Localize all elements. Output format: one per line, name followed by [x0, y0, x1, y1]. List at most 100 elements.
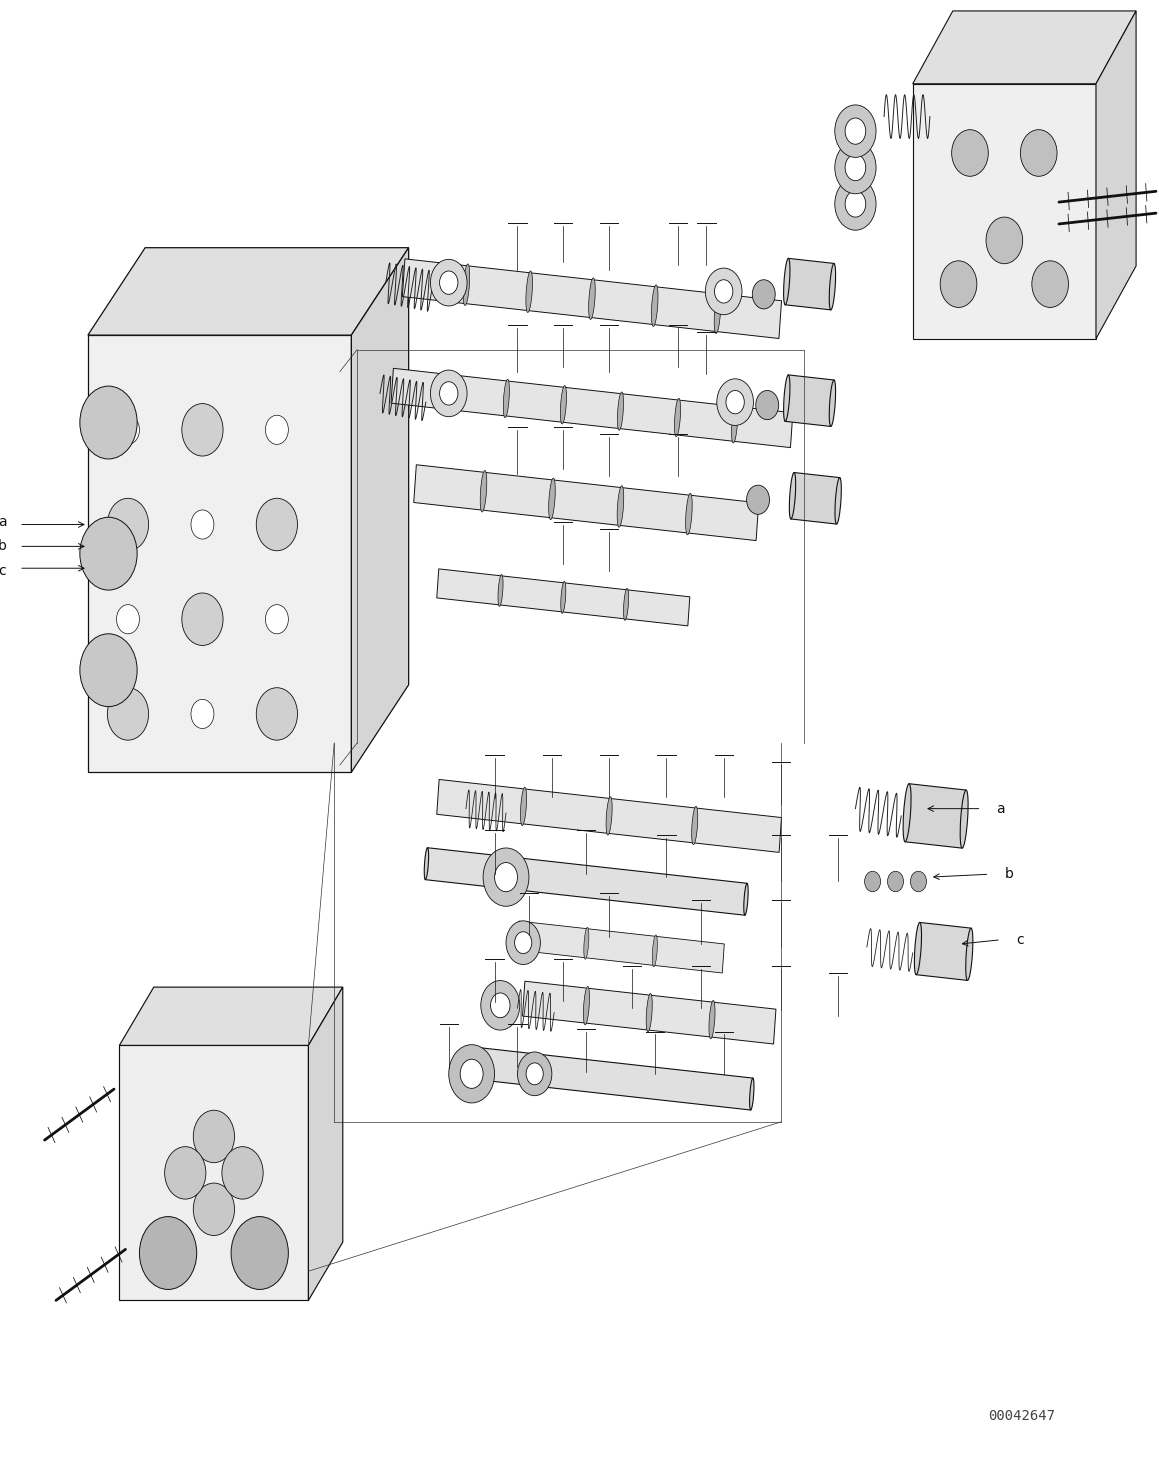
Circle shape	[439, 271, 458, 294]
Circle shape	[256, 498, 298, 551]
Ellipse shape	[503, 379, 510, 418]
Circle shape	[182, 593, 223, 645]
Polygon shape	[517, 921, 724, 973]
Ellipse shape	[829, 264, 836, 310]
Ellipse shape	[647, 994, 653, 1032]
Circle shape	[911, 871, 926, 892]
Circle shape	[108, 688, 148, 740]
Polygon shape	[308, 988, 343, 1300]
Polygon shape	[905, 784, 967, 848]
Polygon shape	[88, 248, 409, 335]
Ellipse shape	[686, 494, 692, 535]
Circle shape	[706, 268, 742, 315]
Circle shape	[834, 178, 876, 230]
Circle shape	[834, 105, 876, 157]
Polygon shape	[402, 259, 781, 338]
Text: b: b	[1005, 867, 1013, 881]
Polygon shape	[790, 472, 840, 525]
Circle shape	[986, 217, 1022, 264]
Circle shape	[139, 1217, 197, 1289]
Ellipse shape	[480, 471, 487, 511]
Polygon shape	[437, 779, 781, 852]
Ellipse shape	[744, 883, 749, 915]
Ellipse shape	[965, 928, 972, 981]
Circle shape	[430, 259, 467, 306]
Text: 00042647: 00042647	[987, 1409, 1055, 1423]
Circle shape	[756, 390, 779, 420]
Circle shape	[495, 863, 517, 892]
Circle shape	[221, 1147, 263, 1199]
Circle shape	[845, 118, 866, 144]
Text: c: c	[1015, 932, 1023, 947]
Circle shape	[490, 994, 510, 1017]
Ellipse shape	[617, 485, 624, 527]
Circle shape	[952, 130, 989, 176]
Ellipse shape	[584, 927, 589, 959]
Circle shape	[265, 415, 289, 444]
Circle shape	[439, 382, 458, 405]
Ellipse shape	[606, 797, 612, 835]
Ellipse shape	[750, 1078, 755, 1110]
Circle shape	[940, 261, 977, 307]
Polygon shape	[1096, 12, 1136, 339]
Ellipse shape	[709, 1001, 715, 1039]
Circle shape	[888, 871, 904, 892]
Circle shape	[231, 1217, 289, 1289]
Polygon shape	[119, 988, 343, 1046]
Ellipse shape	[446, 373, 452, 411]
Circle shape	[716, 379, 753, 425]
Polygon shape	[351, 248, 409, 772]
Ellipse shape	[464, 264, 469, 306]
Ellipse shape	[789, 472, 796, 519]
Ellipse shape	[960, 790, 968, 848]
Circle shape	[265, 605, 289, 634]
Ellipse shape	[829, 380, 836, 427]
Polygon shape	[916, 922, 971, 981]
Ellipse shape	[589, 278, 596, 319]
Circle shape	[845, 191, 866, 217]
Circle shape	[506, 921, 540, 965]
Circle shape	[515, 932, 532, 954]
Text: a: a	[0, 514, 6, 529]
Ellipse shape	[675, 398, 680, 437]
Circle shape	[845, 154, 866, 181]
Circle shape	[80, 386, 137, 459]
Ellipse shape	[465, 1046, 468, 1078]
Ellipse shape	[834, 478, 841, 525]
Circle shape	[191, 510, 214, 539]
Circle shape	[834, 141, 876, 194]
Ellipse shape	[526, 271, 532, 312]
Circle shape	[80, 517, 137, 590]
Circle shape	[117, 605, 139, 634]
Ellipse shape	[424, 848, 429, 880]
Polygon shape	[523, 981, 775, 1045]
Text: b: b	[0, 539, 7, 554]
Circle shape	[430, 370, 467, 417]
Polygon shape	[391, 369, 793, 447]
Ellipse shape	[903, 784, 911, 842]
Polygon shape	[437, 568, 690, 627]
Ellipse shape	[548, 478, 555, 520]
Circle shape	[449, 1045, 495, 1103]
Ellipse shape	[624, 589, 628, 621]
Ellipse shape	[651, 286, 658, 326]
Circle shape	[746, 485, 770, 514]
Circle shape	[108, 498, 148, 551]
Polygon shape	[912, 85, 1096, 339]
Ellipse shape	[618, 392, 624, 430]
Circle shape	[483, 848, 529, 906]
Polygon shape	[466, 1046, 753, 1110]
Circle shape	[182, 404, 223, 456]
Circle shape	[80, 634, 137, 707]
Circle shape	[1020, 130, 1057, 176]
Text: c: c	[0, 564, 6, 578]
Ellipse shape	[714, 291, 721, 334]
Polygon shape	[414, 465, 759, 541]
Text: a: a	[997, 801, 1005, 816]
Ellipse shape	[692, 806, 698, 845]
Circle shape	[752, 280, 775, 309]
Circle shape	[865, 871, 881, 892]
Polygon shape	[119, 1046, 308, 1300]
Circle shape	[256, 688, 298, 740]
Circle shape	[726, 390, 744, 414]
